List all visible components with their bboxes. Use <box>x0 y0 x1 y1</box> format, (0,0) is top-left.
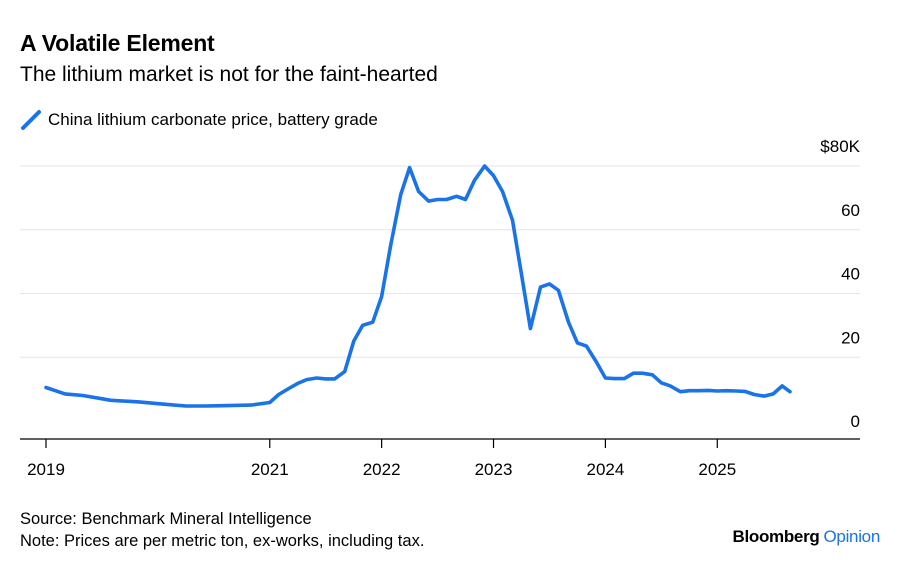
x-tick-label: 2022 <box>363 460 401 479</box>
x-tick-label: 2024 <box>586 460 624 479</box>
footnote: Note: Prices are per metric ton, ex-work… <box>20 532 425 550</box>
x-axis-tick-labels: 2019 2021 2022 2023 2024 2025 <box>27 439 736 479</box>
legend-line-swatch-icon <box>21 110 41 130</box>
y-tick-label: 20 <box>841 328 860 347</box>
source-note: Source: Benchmark Mineral Intelligence <box>20 510 312 528</box>
legend: China lithium carbonate price, battery g… <box>20 108 378 132</box>
series-layer <box>44 164 792 408</box>
y-tick-label: 40 <box>841 265 860 284</box>
brand-name: Bloomberg <box>732 527 820 546</box>
chart-subtitle: The lithium market is not for the faint-… <box>20 63 438 86</box>
legend-label: China lithium carbonate price, battery g… <box>48 110 378 129</box>
y-tick-label: 60 <box>841 201 860 220</box>
brand-logo: Bloomberg Opinion <box>732 527 880 547</box>
chart-title: A Volatile Element <box>20 30 215 56</box>
series-line <box>44 164 792 408</box>
y-tick-label: $80K <box>820 137 860 156</box>
brand-suffix: Opinion <box>823 527 881 546</box>
x-tick-label: 2023 <box>475 460 513 479</box>
y-axis-tick-labels: 0 20 40 60 $80K <box>820 137 860 431</box>
x-tick-label: 2019 <box>27 460 65 479</box>
grid-lines <box>20 165 860 358</box>
x-tick-label: 2025 <box>698 460 736 479</box>
y-tick-label: 0 <box>851 412 860 431</box>
x-tick-label: 2021 <box>251 460 289 479</box>
